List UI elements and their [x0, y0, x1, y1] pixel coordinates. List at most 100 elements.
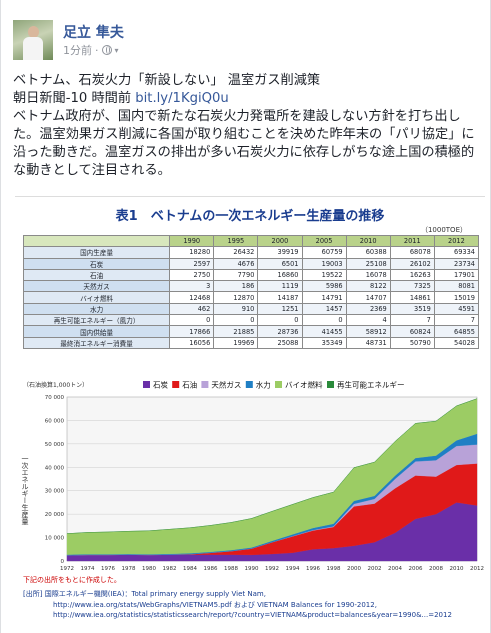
source-line-3[interactable]: http://www.iea.org/statistics/statistics… [53, 611, 452, 619]
y-tick-label: 30 000 [45, 489, 65, 495]
x-tick-label: 2010 [450, 566, 464, 572]
table-cell: 17901 [433, 268, 480, 282]
table-row: 石油 2750 7790 16860 19522 16078 16263 17901 [22, 268, 480, 282]
table-cell: 12468 [169, 291, 215, 304]
table-cell: 16263 [389, 268, 435, 282]
legend-swatch [245, 381, 253, 388]
y-tick-label: 60 000 [45, 418, 65, 424]
x-tick-label: 1982 [163, 566, 177, 572]
avatar-head [28, 26, 39, 38]
attached-image[interactable]: 表1 ベトナムの一次エネルギー生産量の推移 （1000TOE） 1990 1995… [15, 196, 485, 633]
table-corner [22, 234, 171, 248]
table-cell: 0 [213, 314, 259, 327]
energy-area-chart: （石油換算1,000トン） 一次エネルギー生産量 0 10 000 20 000 30… [21, 380, 484, 573]
plot-area: 0 10 000 20 000 30 000 40 000 50 000 60 000 70 … [45, 380, 484, 573]
table-cell: 7790 [213, 268, 259, 282]
post-link[interactable]: bit.ly/1KgiQ0u [135, 91, 229, 106]
chevron-down-icon[interactable]: ▾ [114, 45, 119, 55]
series-area-5 [66, 398, 478, 534]
year-header: 2005 [301, 234, 347, 248]
table-cell: 5986 [301, 280, 347, 293]
post-source: 朝日新聞-10 時間前 [13, 91, 132, 106]
x-tick-label: 1974 [81, 566, 95, 572]
x-tick-label: 1994 [286, 566, 300, 572]
x-tick-label: 1996 [306, 566, 320, 572]
legend-label: 石炭 [153, 381, 168, 390]
row-label: 再生可能エネルギー（風力） [22, 314, 171, 327]
x-tick-label: 2002 [368, 566, 382, 572]
table-cell: 4591 [433, 302, 480, 316]
table-cell: 910 [213, 302, 259, 316]
x-tick-label: 1992 [265, 566, 279, 572]
x-tick-label: 1984 [183, 566, 197, 572]
avatar[interactable] [13, 20, 53, 60]
table-cell: 23734 [433, 257, 480, 270]
table-cell: 16860 [257, 268, 303, 282]
x-tick-label: 2012 [470, 566, 484, 572]
table-row: 再生可能エネルギー（風力） 0 0 0 0 4 7 7 [22, 314, 480, 327]
table-cell: 35349 [301, 336, 347, 349]
x-tick-label: 1976 [101, 566, 115, 572]
table-cell: 3 [169, 280, 215, 293]
table-cell: 26432 [213, 246, 259, 259]
post-time[interactable]: 1分前 [63, 44, 92, 57]
table-cell: 8081 [433, 280, 480, 293]
table-cell: 18280 [169, 246, 215, 259]
avatar-body [23, 37, 43, 60]
year-header: 1990 [169, 234, 215, 248]
table-cell: 60824 [389, 325, 435, 338]
table-cell: 0 [301, 314, 347, 327]
table-cell: 2597 [169, 257, 215, 270]
year-header: 2011 [389, 234, 435, 248]
x-tick-label: 1972 [60, 566, 74, 572]
table-cell: 16056 [169, 336, 215, 349]
table-cell: 25088 [257, 336, 303, 349]
x-tick-label: 2004 [388, 566, 402, 572]
table-row: バイオ燃料 12468 12870 14187 14791 14707 14861 15019 [22, 291, 480, 304]
row-label: 石油 [22, 268, 171, 282]
year-header: 1995 [213, 234, 259, 248]
x-tick-label: 1988 [224, 566, 238, 572]
legend-swatch [143, 381, 150, 388]
legend-swatch [201, 381, 209, 388]
source-line-2[interactable]: http://www.iea.org/stats/WebGraphs/VIETN… [53, 601, 377, 609]
table-cell: 15019 [433, 291, 480, 304]
globe-icon[interactable] [101, 45, 112, 55]
source-text-1: 国際エネルギー機関(IEA)：Total primary energy supp… [44, 590, 266, 598]
table-cell: 25108 [345, 257, 391, 270]
table-row: 水力 462 910 1251 1457 2369 3519 4591 [22, 302, 480, 316]
legend-label: 石油 [182, 380, 197, 390]
table-cell: 60759 [301, 246, 347, 259]
table-cell: 41455 [301, 325, 347, 338]
legend-swatch [172, 381, 180, 388]
table-header-row: 1990 1995 2000 2005 2010 2011 2012 [22, 234, 480, 248]
year-header: 2010 [345, 234, 391, 248]
table-cell: 14861 [389, 291, 435, 304]
author-name[interactable]: 足立 隼夫 [63, 25, 124, 41]
table-unit: （1000TOE） [420, 226, 467, 234]
table-cell: 58912 [345, 325, 391, 338]
legend-label: 再生可能エネルギー [337, 380, 405, 390]
x-tick-label: 1986 [204, 566, 218, 572]
x-tick-label: 1978 [122, 566, 136, 572]
table-cell: 50790 [389, 336, 435, 349]
source-label: [出所] [23, 590, 43, 598]
row-label: 天然ガス [22, 280, 171, 293]
legend-label: バイオ燃料 [285, 380, 323, 390]
row-label: バイオ燃料 [22, 291, 171, 304]
figure-title: 表1 ベトナムの一次エネルギー生産量の推移 [115, 209, 385, 224]
x-tick-label: 2000 [347, 566, 361, 572]
table-cell: 462 [169, 302, 215, 316]
source-line-1: [出所] 国際エネルギー機関(IEA)：Total primary energy… [23, 589, 266, 599]
table-cell: 1251 [257, 302, 303, 316]
legend-swatch [275, 381, 282, 388]
y-tick-label: 0 [61, 559, 65, 565]
x-tick-label: 1990 [245, 566, 259, 572]
figure-note: 下記の出所をもとに作成した。 [23, 576, 121, 584]
y-tick-label: 40 000 [45, 465, 65, 471]
table-cell: 1457 [301, 302, 347, 316]
table-row: 最終消エネルギー消費量 16056 19969 25088 35349 48731 5079… [22, 336, 480, 349]
table-cell: 14707 [345, 291, 391, 304]
table-cell: 16078 [345, 268, 391, 282]
post-meta: 1分前 · ▾ [63, 42, 119, 58]
